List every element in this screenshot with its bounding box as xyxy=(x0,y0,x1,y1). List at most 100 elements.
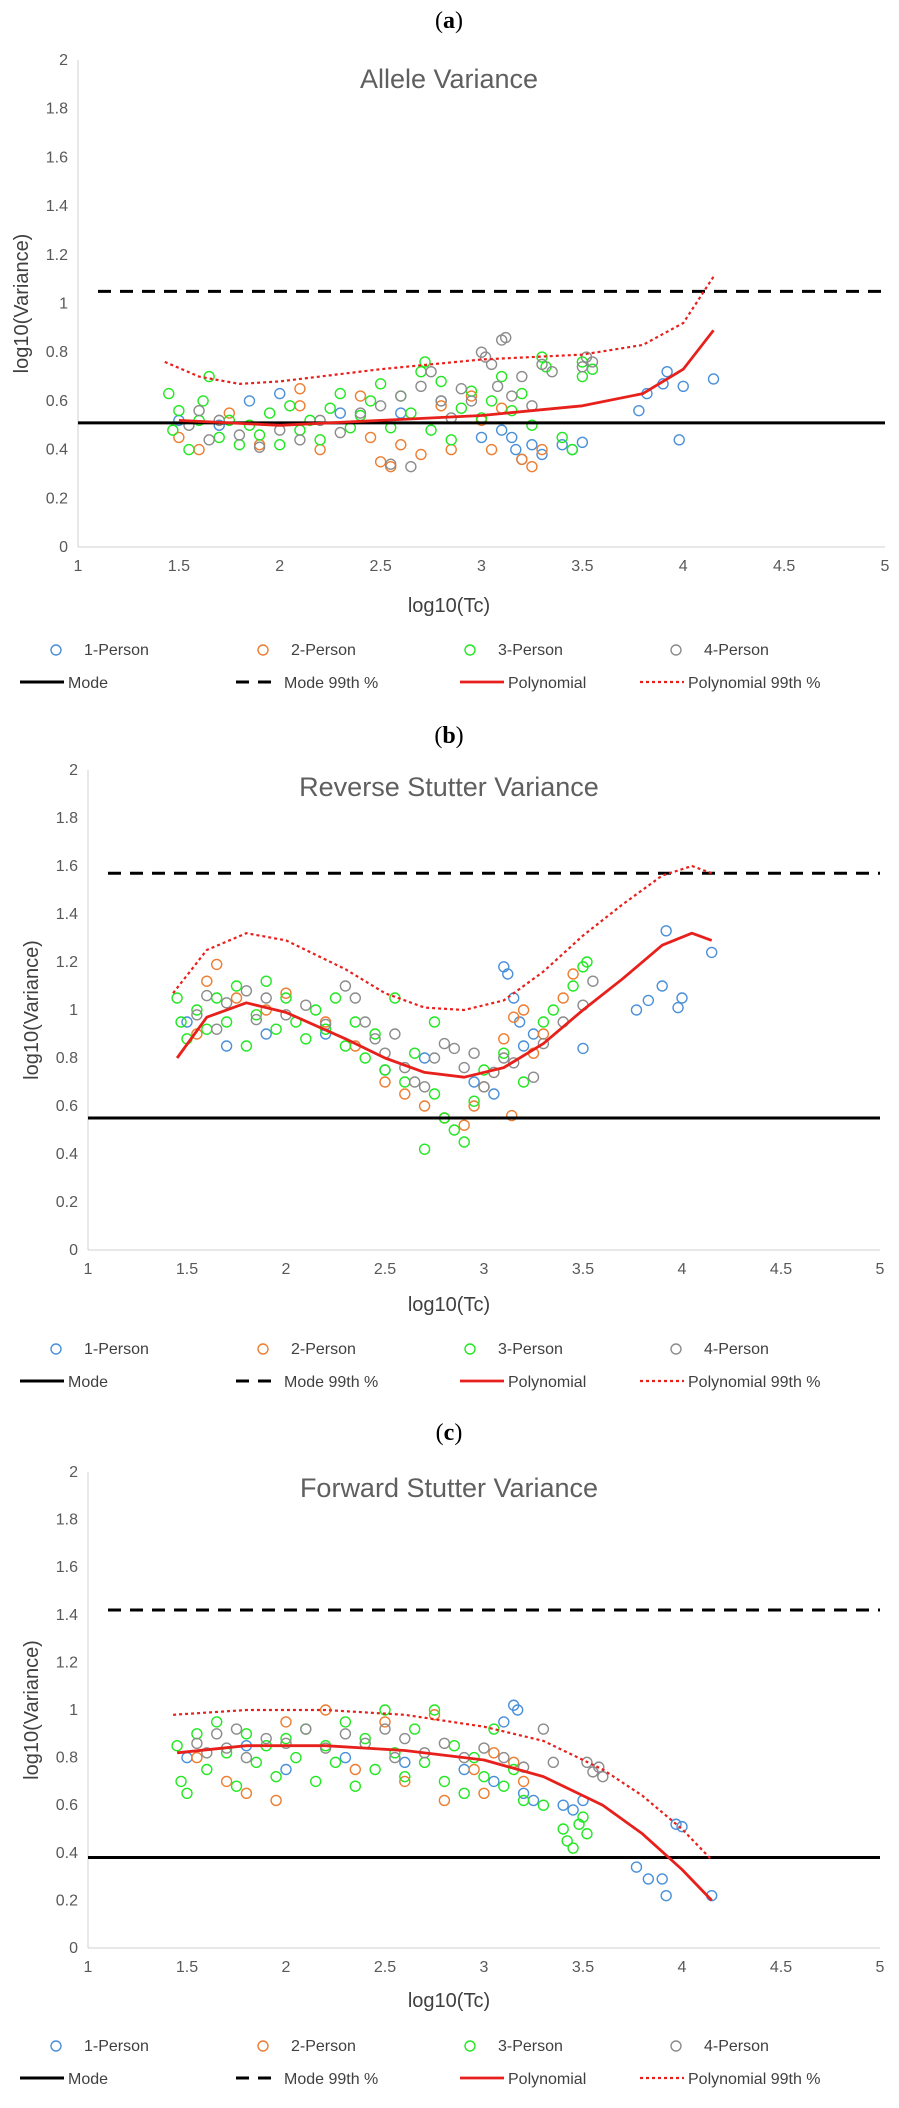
legend-label-poly99: Polynomial 99th % xyxy=(688,675,821,692)
data-point xyxy=(385,460,397,473)
data-point xyxy=(300,1033,312,1045)
data-point xyxy=(676,1820,688,1833)
data-point xyxy=(329,992,342,1004)
data-point xyxy=(428,1088,441,1100)
legend-marker-p4 xyxy=(670,644,682,656)
y-tick-label: 1.4 xyxy=(46,198,68,215)
data-point xyxy=(587,975,599,987)
legend-marker-p2 xyxy=(257,1343,269,1355)
data-point xyxy=(220,1040,233,1052)
data-point xyxy=(191,1737,203,1750)
x-tick-label: 2 xyxy=(275,558,284,575)
y-tick-label: 1.4 xyxy=(56,1607,78,1624)
data-point xyxy=(630,1861,643,1873)
data-point xyxy=(526,419,538,431)
legend-label-mode99: Mode 99th % xyxy=(284,675,378,692)
data-point xyxy=(270,1023,282,1035)
legend-marker-p1 xyxy=(50,644,62,656)
data-point xyxy=(339,1751,352,1764)
data-point xyxy=(500,331,512,344)
data-point xyxy=(593,1761,605,1773)
data-point xyxy=(213,419,225,431)
data-point xyxy=(418,1756,431,1769)
data-point xyxy=(475,431,488,444)
legend-marker-p1 xyxy=(50,1343,62,1355)
data-point xyxy=(488,1747,500,1759)
data-point xyxy=(498,1052,510,1064)
data-point xyxy=(706,946,718,959)
data-point xyxy=(379,1076,391,1088)
data-point xyxy=(201,975,213,987)
data-point xyxy=(210,1728,223,1740)
data-point xyxy=(175,1775,187,1788)
data-point xyxy=(191,1728,203,1740)
data-point xyxy=(537,1037,550,1050)
data-point xyxy=(485,358,498,371)
legend: 1-Person 2-Person 3-Person 4-Person Mode Mode… xyxy=(20,1341,821,1391)
data-point xyxy=(517,1040,530,1052)
data-point xyxy=(633,404,645,417)
data-point xyxy=(230,1780,243,1792)
data-point xyxy=(458,1763,470,1776)
data-point xyxy=(478,1742,490,1754)
x-tick-label: 1.5 xyxy=(176,1959,198,1976)
legend-label-p2: 2-Person xyxy=(291,2038,356,2055)
data-point xyxy=(193,443,205,456)
legend-label-poly: Polynomial xyxy=(508,675,586,692)
y-tick-label: 0.6 xyxy=(56,1797,78,1814)
data-point xyxy=(630,1004,643,1016)
data-point xyxy=(201,1747,213,1759)
data-point xyxy=(642,1873,655,1885)
data-point xyxy=(329,1756,342,1769)
data-point xyxy=(478,1081,490,1093)
data-point xyxy=(349,1763,361,1776)
y-tick-label: 1.2 xyxy=(46,247,68,264)
data-point xyxy=(314,414,326,427)
data-point xyxy=(468,1763,480,1776)
data-point xyxy=(536,351,548,363)
data-point xyxy=(642,994,655,1007)
data-point xyxy=(556,439,568,451)
data-point xyxy=(438,1775,451,1788)
data-point xyxy=(415,448,427,461)
data-point xyxy=(418,1100,431,1112)
data-point xyxy=(418,1143,431,1155)
data-point xyxy=(537,1799,550,1811)
data-point xyxy=(656,980,668,992)
data-point xyxy=(240,985,253,997)
data-point xyxy=(399,1076,411,1088)
y-tick-label: 1 xyxy=(69,1702,78,1719)
data-point xyxy=(171,992,183,1004)
data-point xyxy=(395,439,407,451)
data-point xyxy=(359,1016,371,1028)
data-point xyxy=(468,1076,480,1088)
y-axis-title: log10(Variance) xyxy=(11,234,33,374)
y-tick-label: 0.2 xyxy=(56,1892,78,1909)
data-point xyxy=(479,351,492,363)
chart-title: Forward Stutter Variance xyxy=(300,1473,598,1503)
data-point xyxy=(546,365,558,378)
series-p1 xyxy=(181,1699,718,1902)
x-tick-label: 2.5 xyxy=(374,1959,396,1976)
data-point xyxy=(181,1787,193,1800)
data-point xyxy=(210,958,223,971)
data-point xyxy=(314,434,326,446)
data-point xyxy=(201,989,213,1002)
data-point xyxy=(661,365,673,378)
x-tick-label: 3 xyxy=(480,1959,489,1976)
data-point xyxy=(274,387,286,400)
data-point xyxy=(339,980,352,992)
data-point xyxy=(488,1088,500,1100)
data-point xyxy=(455,383,468,395)
data-point xyxy=(319,1742,332,1754)
data-point xyxy=(284,400,296,412)
y-tick-label: 2 xyxy=(69,762,78,779)
data-point xyxy=(478,1770,490,1783)
data-point xyxy=(240,1728,253,1740)
data-point xyxy=(399,1732,411,1745)
legend-marker-p2 xyxy=(257,2040,269,2052)
data-point xyxy=(428,1016,441,1028)
x-tick-label: 4.5 xyxy=(770,1261,792,1278)
data-point xyxy=(485,443,498,456)
x-tick-label: 5 xyxy=(881,558,890,575)
